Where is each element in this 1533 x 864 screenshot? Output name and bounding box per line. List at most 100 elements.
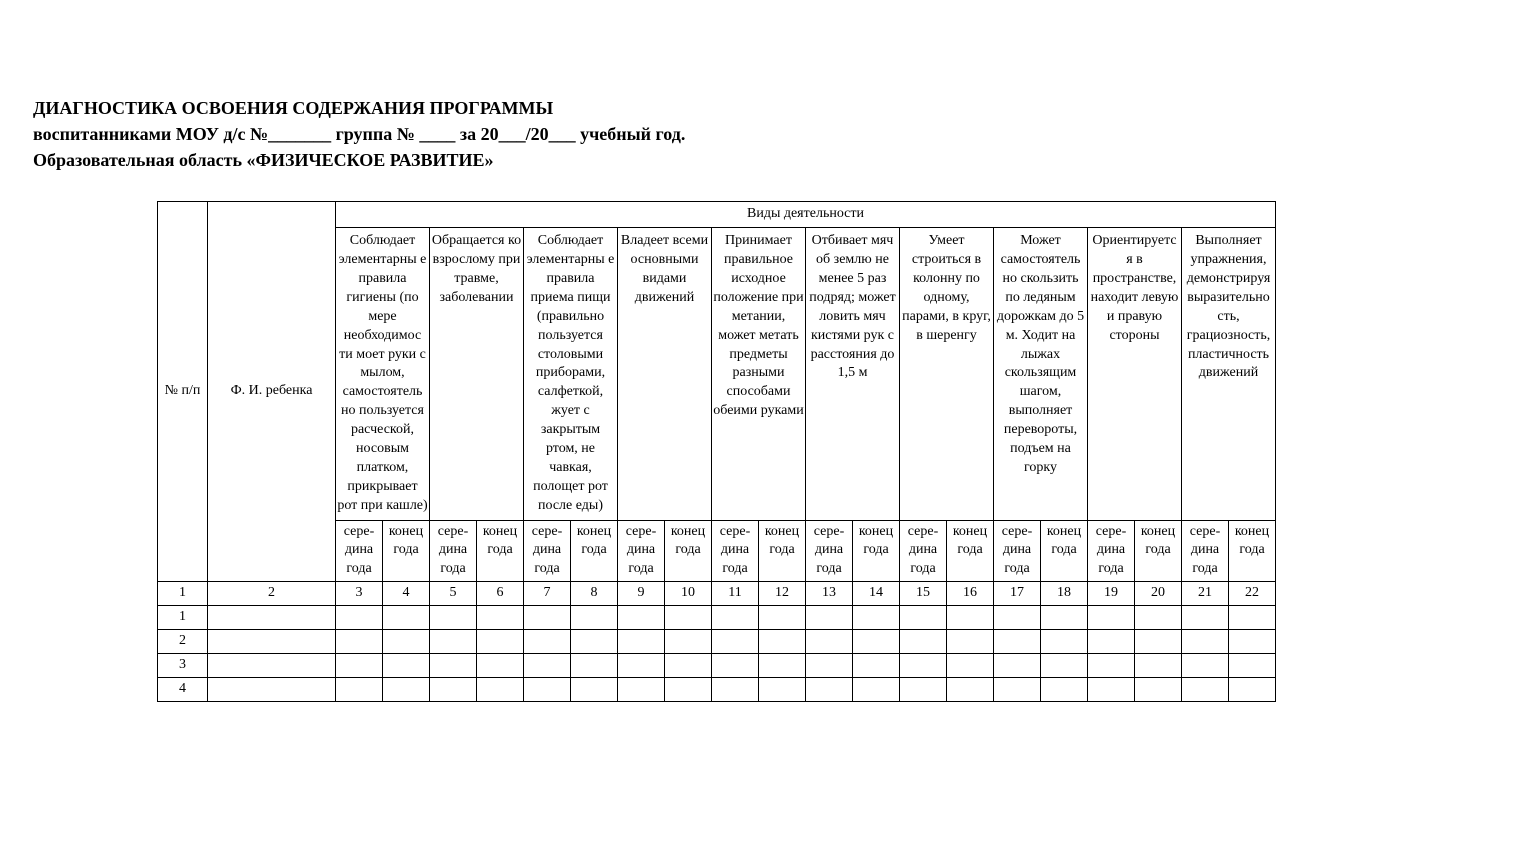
- data-cell: [571, 654, 618, 678]
- data-cell: [806, 606, 853, 630]
- data-cell: [618, 630, 665, 654]
- data-cell: [336, 630, 383, 654]
- row-number-cell: 3: [158, 654, 208, 678]
- data-cell: [853, 654, 900, 678]
- data-cell: [208, 630, 336, 654]
- colnum-cell: 12: [759, 582, 806, 606]
- data-cell: [618, 678, 665, 702]
- data-cell: [806, 678, 853, 702]
- subheader-end: конец года: [1135, 520, 1182, 582]
- colnum-cell: 6: [477, 582, 524, 606]
- subheader-mid: сере- дина года: [524, 520, 571, 582]
- data-cell: [900, 654, 947, 678]
- activity-header: Может самостоятель но скользить по ледян…: [994, 228, 1088, 520]
- diagnostic-table: № п/п Ф. И. ребенка Виды деятельности Со…: [157, 201, 1276, 702]
- subheader-mid: сере- дина года: [1182, 520, 1229, 582]
- table-body: 1 2 3 4 5 6 7 8 9 10 11 12 13 14 15 16 1: [158, 582, 1276, 702]
- colnum-cell: 21: [1182, 582, 1229, 606]
- document-page: ДИАГНОСТИКА ОСВОЕНИЯ СОДЕРЖАНИЯ ПРОГРАММ…: [0, 0, 1533, 722]
- subheader-mid: сере- дина года: [618, 520, 665, 582]
- data-cell: [806, 654, 853, 678]
- data-cell: [336, 654, 383, 678]
- subheader-mid: сере- дина года: [806, 520, 853, 582]
- row-number-cell: 1: [158, 606, 208, 630]
- data-cell: [208, 606, 336, 630]
- activity-header: Отбивает мяч об землю не менее 5 раз под…: [806, 228, 900, 520]
- data-cell: [430, 654, 477, 678]
- data-cell: [712, 678, 759, 702]
- data-cell: [759, 606, 806, 630]
- data-cell: [618, 606, 665, 630]
- data-cell: [336, 606, 383, 630]
- header-row-top: № п/п Ф. И. ребенка Виды деятельности: [158, 202, 1276, 228]
- data-cell: [712, 654, 759, 678]
- data-cell: [208, 678, 336, 702]
- activity-header: Владеет всеми основными видами движений: [618, 228, 712, 520]
- data-cell: [1182, 654, 1229, 678]
- data-cell: [665, 678, 712, 702]
- data-cell: [477, 654, 524, 678]
- activity-header: Выполняет упражнения, демонстрируя выраз…: [1182, 228, 1276, 520]
- data-cell: [994, 606, 1041, 630]
- data-cell: [477, 606, 524, 630]
- data-cell: [571, 678, 618, 702]
- colnum-cell: 17: [994, 582, 1041, 606]
- colnum-cell: 9: [618, 582, 665, 606]
- data-cell: [571, 606, 618, 630]
- data-row: 3: [158, 654, 1276, 678]
- data-cell: [383, 630, 430, 654]
- column-number-row: 1 2 3 4 5 6 7 8 9 10 11 12 13 14 15 16 1: [158, 582, 1276, 606]
- header-line-2: воспитанниками МОУ д/с №_______ группа №…: [33, 121, 1500, 147]
- colnum-cell: 2: [208, 582, 336, 606]
- data-cell: [1041, 654, 1088, 678]
- data-cell: [1229, 654, 1276, 678]
- colnum-cell: 16: [947, 582, 994, 606]
- data-row: 2: [158, 630, 1276, 654]
- row-number-cell: 2: [158, 630, 208, 654]
- data-cell: [900, 606, 947, 630]
- data-cell: [524, 606, 571, 630]
- colnum-cell: 7: [524, 582, 571, 606]
- activity-header: Принимает правильное исходное положение …: [712, 228, 806, 520]
- data-cell: [336, 678, 383, 702]
- subheader-end: конец года: [477, 520, 524, 582]
- activity-header: Соблюдает элементарны е правила приема п…: [524, 228, 618, 520]
- table-head: № п/п Ф. И. ребенка Виды деятельности Со…: [158, 202, 1276, 582]
- data-cell: [1135, 606, 1182, 630]
- data-cell: [1041, 606, 1088, 630]
- subheader-end: конец года: [383, 520, 430, 582]
- data-row: 1: [158, 606, 1276, 630]
- subheader-end: конец года: [853, 520, 900, 582]
- colnum-cell: 4: [383, 582, 430, 606]
- data-cell: [947, 678, 994, 702]
- colnum-cell: 14: [853, 582, 900, 606]
- data-cell: [477, 678, 524, 702]
- colnum-cell: 13: [806, 582, 853, 606]
- data-cell: [759, 630, 806, 654]
- colnum-cell: 3: [336, 582, 383, 606]
- activity-header: Соблюдает элементарны е правила гигиены …: [336, 228, 430, 520]
- row-number-cell: 4: [158, 678, 208, 702]
- data-cell: [524, 630, 571, 654]
- data-cell: [1088, 630, 1135, 654]
- data-cell: [994, 654, 1041, 678]
- data-cell: [853, 630, 900, 654]
- subheader-end: конец года: [759, 520, 806, 582]
- data-cell: [900, 678, 947, 702]
- document-header: ДИАГНОСТИКА ОСВОЕНИЯ СОДЕРЖАНИЯ ПРОГРАММ…: [33, 95, 1500, 173]
- data-cell: [853, 606, 900, 630]
- data-cell: [900, 630, 947, 654]
- subheader-mid: сере- дина года: [336, 520, 383, 582]
- data-cell: [665, 630, 712, 654]
- data-cell: [1182, 606, 1229, 630]
- colnum-cell: 8: [571, 582, 618, 606]
- data-cell: [712, 606, 759, 630]
- data-cell: [1041, 630, 1088, 654]
- data-cell: [208, 654, 336, 678]
- subheader-mid: сере- дина года: [430, 520, 477, 582]
- data-cell: [571, 630, 618, 654]
- data-cell: [430, 630, 477, 654]
- colnum-cell: 19: [1088, 582, 1135, 606]
- colnum-cell: 18: [1041, 582, 1088, 606]
- data-cell: [524, 678, 571, 702]
